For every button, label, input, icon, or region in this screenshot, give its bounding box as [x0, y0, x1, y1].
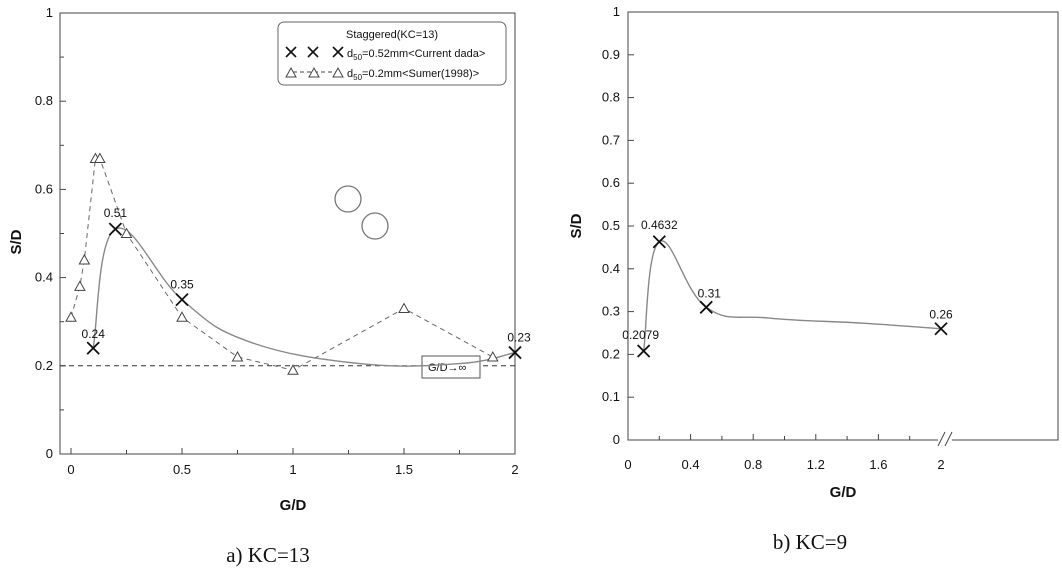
chart-b-series-line — [642, 240, 942, 352]
chart-b-data-label: 0.26 — [929, 308, 953, 322]
chart-b-y-tick-label: 0.3 — [602, 304, 620, 319]
chart-a-sumer-point — [287, 364, 299, 375]
chart-b-point — [934, 322, 948, 336]
chart-b-y-tick-label: 0.9 — [602, 47, 620, 62]
chart-a-sumer-point — [74, 280, 86, 291]
chart-b-data-label: 0.2079 — [622, 328, 659, 342]
chart-b-y-tick-label: 0.1 — [602, 389, 620, 404]
chart-a-current-point-stroke-b — [108, 222, 123, 236]
chart-b-x-tick-label: 0.4 — [682, 457, 700, 472]
chart-b-y-tick-label: 1 — [613, 4, 620, 19]
chart-a-current-point-stroke-b — [175, 293, 189, 307]
chart-a-caption: a) KC=13 — [226, 543, 310, 567]
chart-kc9: 0 0.1 0.2 0.3 0.4 0.5 0.6 0.7 0.8 0.9 1 0 0.4 0.8 1.2… — [568, 4, 1059, 554]
chart-b-y-axis-label: S/D — [568, 213, 585, 238]
staggered-cylinders-icon — [334, 185, 389, 240]
chart-a-series-sumer-markers — [65, 152, 499, 375]
legend-x-marker-icon — [285, 46, 344, 58]
chart-a-y-tick-label: 0 — [46, 446, 53, 461]
chart-a-data-label: 0.51 — [104, 206, 128, 220]
chart-b-x-axis-label: G/D — [830, 484, 857, 501]
chart-b-x-tick-label: 2 — [937, 457, 944, 472]
chart-a-sumer-point — [231, 350, 244, 362]
chart-a-data-label: 0.24 — [82, 327, 106, 341]
chart-a-legend-title: Staggered(KC=13) — [346, 29, 438, 41]
chart-a-sumer-point — [176, 311, 188, 322]
chart-a-current-point — [508, 345, 522, 360]
chart-b-y-tick-label: 0.2 — [602, 346, 620, 361]
chart-a-current-point — [86, 341, 100, 355]
chart-a-x-tick-label: 0 — [67, 462, 74, 477]
chart-a-x-tick-label: 1 — [289, 462, 296, 477]
chart-b-plot-frame — [627, 11, 1059, 441]
chart-a-x-ticks: 0 0.5 1 1.5 2 — [67, 448, 519, 477]
chart-a-y-axis-label: S/D — [8, 229, 25, 254]
chart-a-series-sumer-line — [70, 158, 494, 371]
chart-a-x-tick-label: 0.5 — [173, 462, 191, 477]
chart-a-sumer-point — [78, 253, 91, 265]
chart-b-data-label: 0.31 — [698, 286, 722, 300]
chart-a-current-point — [108, 222, 123, 236]
chart-b-point — [699, 300, 713, 314]
chart-b-x-tick-label: 0.8 — [744, 457, 762, 472]
chart-kc13: 00.20.40.60.81 0 0.5 1 1.5 2 G/D→∞ 0.240.510… — [8, 5, 531, 567]
chart-a-y-ticks: 0 0.2 0.4 0.6 0.8 1 — [35, 5, 66, 461]
chart-a-sumer-point — [94, 152, 106, 164]
chart-a-sumer-point — [486, 350, 499, 362]
legend-triangle-marker-icon — [285, 66, 344, 78]
chart-a-x-axis-label: G/D — [280, 497, 307, 514]
axis-break-icon — [937, 430, 953, 447]
chart-a-legend-entry-current: d50=0.52mm<Current dada> — [347, 48, 485, 62]
chart-b-y-tick-label: 0 — [613, 432, 620, 447]
chart-a-current-point — [175, 293, 189, 307]
chart-b-x-tick-label: 0 — [624, 457, 631, 472]
chart-a-sumer-point — [398, 302, 410, 313]
chart-a-y-tick-label: 0.2 — [35, 358, 53, 373]
chart-b-point — [652, 235, 666, 249]
chart-b-y-tick-label: 0.6 — [602, 175, 620, 190]
chart-b-x-tick-label: 1.6 — [869, 457, 887, 472]
chart-b-point-stroke-b — [652, 235, 666, 249]
chart-a-data-label: 0.35 — [170, 278, 194, 292]
chart-b-x-ticks: 0 0.4 0.8 1.2 1.6 2 — [624, 434, 945, 472]
chart-b-point-stroke-b — [699, 300, 713, 314]
chart-a-y-tick-label: 1 — [46, 5, 53, 20]
chart-b-y-tick-label: 0.8 — [602, 90, 620, 105]
chart-b-y-tick-label: 0.7 — [602, 132, 620, 147]
chart-b-data-label: 0.4632 — [641, 218, 678, 232]
chart-a-x-tick-label: 1.5 — [395, 462, 413, 477]
chart-a-y-tick-label: 0.8 — [35, 93, 53, 108]
chart-a-series-current-markers: 0.24 0.51 0.35 0.23 — [82, 206, 531, 360]
chart-a-legend-entry-sumer: d50=0.2mm<Sumer(1998)> — [347, 68, 479, 82]
chart-a-y-tick-label: 0.6 — [35, 181, 53, 196]
chart-b-point — [637, 344, 651, 358]
chart-a-y-tick-label: 0.4 — [35, 270, 53, 285]
chart-a-ref-label-box: G/D→∞ — [421, 355, 481, 379]
chart-a-sumer-point — [120, 227, 133, 238]
chart-a-legend: Staggered(KC=13) d50=0.52mm<Current dada… — [277, 21, 507, 86]
chart-b-caption: b) KC=9 — [773, 530, 847, 554]
chart-a-sumer-point — [65, 311, 77, 322]
chart-b-y-tick-label: 0.5 — [602, 218, 620, 233]
chart-b-point-stroke-b — [637, 344, 651, 358]
chart-b-point-stroke-b — [934, 322, 948, 336]
chart-a-current-point-stroke-b — [508, 345, 522, 360]
chart-b-series-markers: 0.2079 0.4632 0.31 0.26 — [622, 218, 953, 358]
chart-b-x-tick-label: 1.2 — [807, 457, 825, 472]
chart-b-y-ticks: 0 0.1 0.2 0.3 0.4 0.5 0.6 0.7 0.8 0.9 1 — [602, 4, 634, 447]
chart-b-y-tick-label: 0.4 — [602, 261, 620, 276]
chart-a-x-tick-label: 2 — [511, 462, 518, 477]
chart-a-current-point-stroke-b — [86, 341, 100, 355]
chart-a-series-current-line — [92, 227, 516, 367]
chart-a-data-label: 0.23 — [507, 331, 531, 345]
